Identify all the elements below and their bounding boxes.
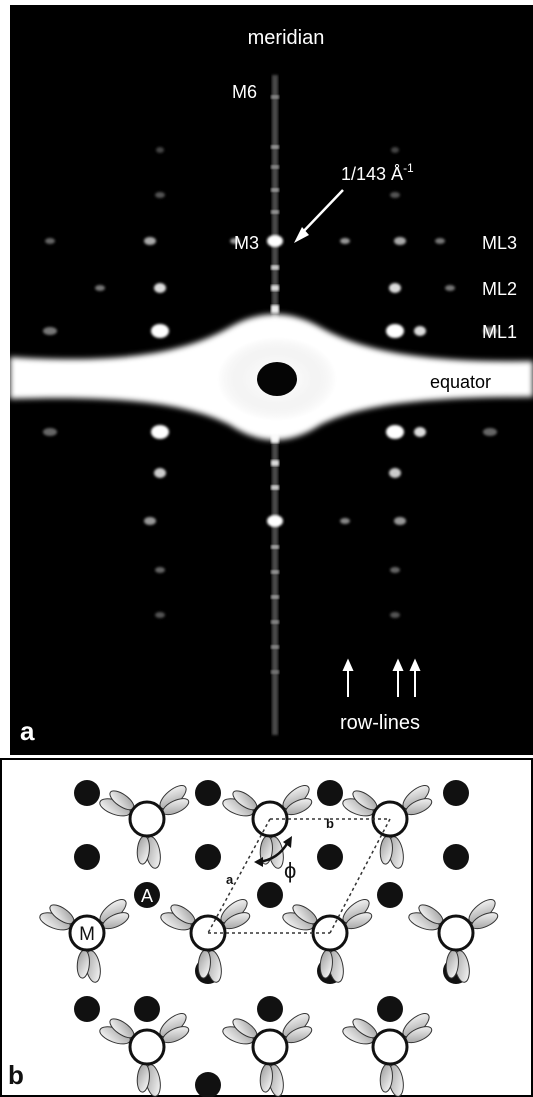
label-phi: ϕ [284, 858, 296, 883]
panel-letter-a: a [20, 716, 35, 746]
label-myosin-m: M [79, 924, 95, 945]
spacing-arrow-head [294, 227, 309, 243]
layer-line-reflections [43, 147, 497, 618]
label-spacing-sup: -1 [403, 161, 414, 175]
label-m6: M6 [232, 82, 257, 102]
label-ml1: ML1 [482, 322, 517, 342]
label-row-lines: row-lines [340, 712, 420, 734]
label-m3: M3 [234, 233, 259, 253]
phi-arrow-head-bottom [254, 857, 263, 867]
label-lattice-a: a [226, 872, 234, 887]
panel-letter-b: b [8, 1060, 24, 1090]
label-equator: equator [430, 372, 491, 392]
label-ml2: ML2 [482, 279, 517, 299]
label-spacing-main: 1/143 Å [341, 164, 403, 184]
central-scatter [10, 314, 533, 440]
beam-stop [257, 362, 297, 396]
label-meridian: meridian [248, 27, 325, 49]
spacing-arrow [299, 189, 344, 236]
phi-arrow-head-top [283, 836, 292, 848]
unit-cell-lines [207, 818, 391, 934]
lattice-schematic-panel: b a ϕ M A b [0, 758, 533, 1097]
label-lattice-b: b [326, 816, 334, 831]
row-line-arrows [342, 658, 421, 697]
label-spacing: 1/143 Å-1 [341, 161, 414, 184]
label-actin-a: A [141, 886, 153, 906]
diffraction-pattern-panel: meridian M6 1/143 Å-1 M3 ML3 ML2 ML1 equ… [10, 5, 533, 755]
label-ml3: ML3 [482, 233, 517, 253]
